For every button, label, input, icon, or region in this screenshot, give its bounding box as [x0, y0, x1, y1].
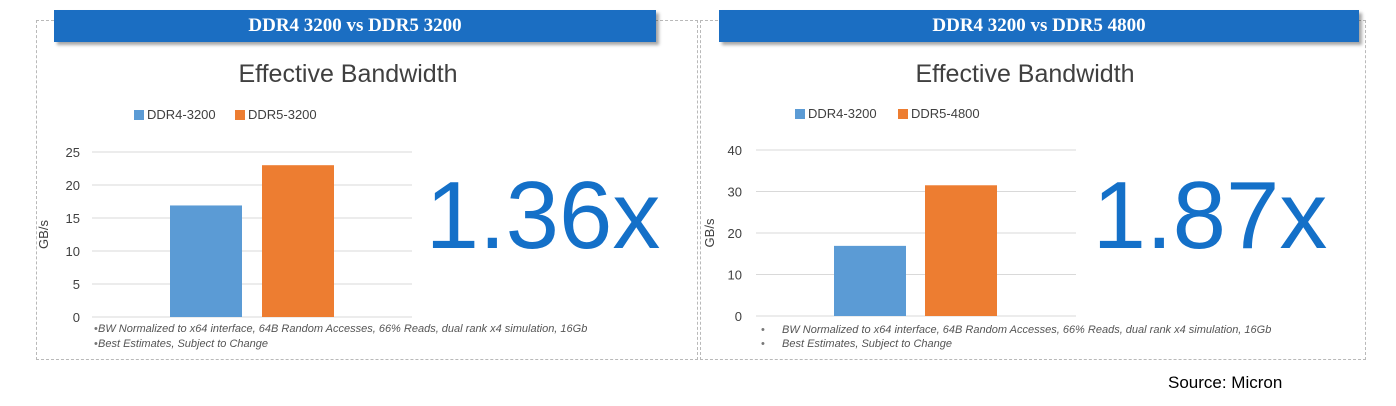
legend-label-1: DDR4-3200: [808, 106, 877, 121]
ratio-label: 1.87x: [1093, 162, 1328, 269]
footnote-bullet: •: [94, 338, 98, 350]
y-axis-title: GB/s: [36, 220, 51, 249]
legend-label-2: DDR5-3200: [248, 107, 317, 122]
legend-swatch-2: [898, 109, 908, 119]
legend-label-2: DDR5-4800: [911, 106, 980, 121]
y-tick-label: 0: [73, 310, 80, 325]
chart-1-banner: DDR4 3200 vs DDR5 3200: [54, 10, 656, 42]
chart-title: Effective Bandwidth: [915, 60, 1134, 88]
legend-swatch-2: [235, 110, 245, 120]
footnote-2: Best Estimates, Subject to Change: [98, 338, 268, 350]
y-tick-label: 5: [73, 277, 80, 292]
bar-ddr4-3200: [834, 245, 906, 316]
bar-ddr5-4800: [925, 185, 997, 316]
legend-label-1: DDR4-3200: [147, 107, 216, 122]
y-tick-label: 10: [728, 268, 742, 283]
y-tick-label: 20: [66, 178, 80, 193]
footnote-1: BW Normalized to x64 interface, 64B Rand…: [782, 324, 1271, 336]
chart-2-banner: DDR4 3200 vs DDR5 4800: [719, 10, 1359, 42]
footnote-2: Best Estimates, Subject to Change: [782, 338, 952, 350]
footnote-bullet: •: [761, 324, 765, 336]
footnote-bullet: •: [761, 338, 765, 350]
bar-ddr4-3200: [170, 205, 242, 317]
y-tick-label: 10: [66, 244, 80, 259]
chart-title: Effective Bandwidth: [238, 60, 457, 88]
legend-swatch-1: [795, 109, 805, 119]
ratio-label: 1.36x: [426, 162, 661, 269]
footnote-bullet: •: [94, 323, 98, 335]
chart-2: Effective Bandwidth DDR4-3200 DDR5-4800 0 10…: [702, 60, 1328, 350]
y-tick-label: 25: [66, 145, 80, 160]
source-label: Source: Micron: [1168, 373, 1283, 392]
chart-1: Effective Bandwidth DDR4-3200 DDR5-3200 0 5 1…: [36, 60, 661, 350]
bar-ddr5-3200: [262, 165, 334, 317]
y-tick-label: 0: [735, 309, 742, 324]
legend-swatch-1: [134, 110, 144, 120]
footnote-1: BW Normalized to x64 interface, 64B Rand…: [98, 323, 587, 335]
y-tick-label: 30: [728, 185, 742, 200]
y-tick-label: 15: [66, 211, 80, 226]
y-axis-title: GB/s: [702, 218, 717, 247]
y-tick-label: 20: [728, 226, 742, 241]
y-tick-label: 40: [728, 143, 742, 158]
